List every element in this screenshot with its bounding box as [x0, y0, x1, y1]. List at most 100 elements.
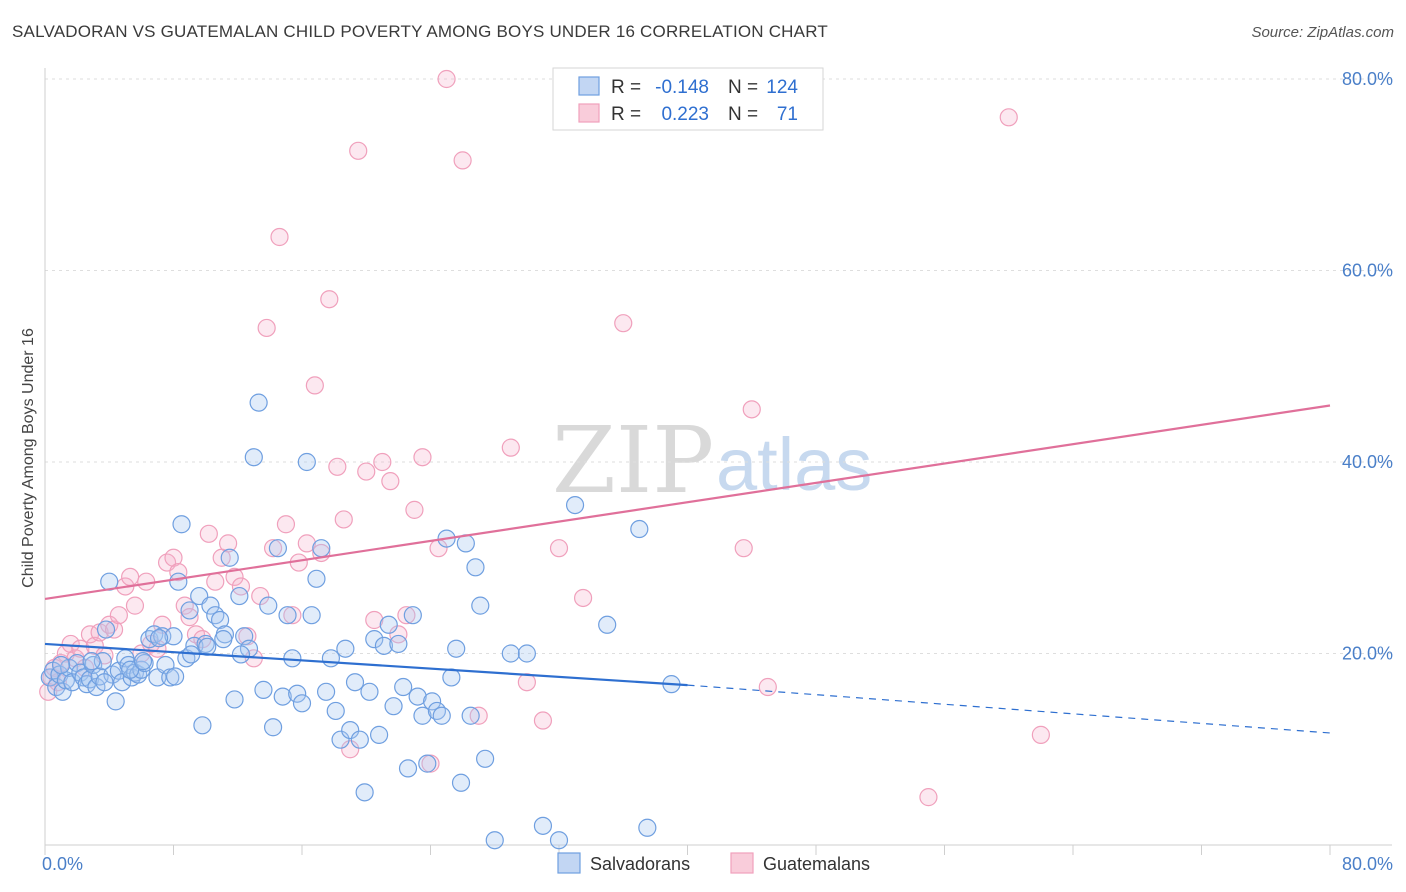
salvadoran-point: [316, 682, 336, 701]
salvadoran-point: [565, 495, 585, 515]
salvadorans-points: [40, 393, 681, 850]
guatemalan-point: [328, 457, 347, 476]
salvadoran-point: [149, 629, 169, 648]
salvadoran-point: [106, 692, 125, 711]
guatemalan-point: [109, 606, 128, 625]
guatemalan-point: [501, 438, 520, 457]
salvadoran-point: [638, 818, 657, 837]
salvadoran-point: [95, 673, 114, 692]
guatemalan-point: [413, 448, 432, 467]
salvadoran-point: [461, 706, 480, 725]
guatemalan-point: [206, 572, 225, 591]
chart-title: SALVADORAN VS GUATEMALAN CHILD POVERTY A…: [12, 22, 828, 41]
salvadoran-point: [384, 697, 403, 716]
gridlines: [45, 78, 1392, 654]
legend-r-value-1: -0.148: [655, 77, 709, 98]
guatemalan-point: [397, 606, 416, 625]
salvadoran-point: [180, 601, 199, 620]
salvadoran-point: [476, 749, 495, 768]
guatemalan-point: [357, 462, 376, 481]
salvadoran-point: [196, 634, 215, 654]
guatemalan-point: [437, 69, 456, 89]
salvadoran-point: [360, 682, 379, 701]
salvadoran-point: [451, 773, 471, 792]
guatemalan-point: [389, 625, 408, 644]
guatemalan-point: [381, 472, 400, 491]
salvadoran-point: [398, 759, 418, 778]
guatemalan-point: [734, 539, 753, 558]
salvadoran-point: [220, 548, 239, 567]
series-label-guatemalans: Guatemalans: [763, 854, 870, 874]
guatemalan-point: [549, 539, 569, 558]
axes: [44, 68, 1392, 855]
salvadoran-point: [442, 668, 461, 687]
series-swatch-guatemalans: [730, 852, 754, 874]
salvadoran-point: [374, 636, 394, 655]
guatemalan-point: [334, 510, 353, 529]
guatemalan-point: [199, 524, 218, 543]
legend-r-label-2: R =: [611, 104, 641, 125]
salvadoran-point: [172, 515, 191, 534]
salvadoran-point: [278, 606, 297, 625]
salvadoran-point: [345, 673, 365, 692]
legend-n-value-2: 71: [777, 104, 798, 125]
guatemalan-point: [742, 400, 761, 419]
salvadoran-point: [466, 558, 485, 577]
series-swatch-salvadorans: [557, 852, 581, 874]
guatemalan-point: [270, 227, 289, 247]
legend-swatch-pink: [578, 103, 600, 123]
guatemalan-point: [180, 608, 199, 627]
salvadoran-point: [549, 831, 569, 850]
salvadoran-point: [302, 606, 321, 625]
guatemalan-point: [349, 141, 368, 160]
guatemalan-point: [71, 639, 90, 658]
salvadoran-point: [331, 730, 350, 749]
salvadoran-point: [121, 660, 140, 679]
guatemalan-point: [257, 318, 276, 338]
salvadoran-point: [231, 645, 251, 664]
guatemalan-point: [169, 563, 188, 582]
guatemalan-point: [320, 290, 339, 309]
salvadoran-point: [283, 649, 302, 668]
salvadoran-point: [598, 615, 617, 634]
source-label: Source: ZipAtlas.com: [1251, 24, 1394, 41]
salvadoran-point: [394, 677, 413, 697]
salvadoran-point: [389, 634, 408, 654]
salvadoran-point: [350, 730, 369, 749]
salvadoran-point: [273, 687, 292, 706]
salvadoran-point: [268, 539, 288, 558]
salvadoran-point: [263, 718, 283, 737]
guatemalan-point: [164, 548, 183, 567]
salvadoran-point: [164, 627, 183, 646]
legend-n-label-2: N =: [728, 104, 758, 125]
salvadoran-point: [225, 690, 244, 709]
salvadoran-point: [96, 620, 116, 639]
salvadoran-point: [630, 519, 649, 539]
guatemalans-points: [39, 69, 1050, 807]
salvadoran-point: [408, 687, 427, 706]
salvadoran-point: [312, 539, 331, 558]
guatemalan-point: [341, 740, 360, 759]
guatemalan-point: [263, 539, 283, 558]
salvadoran-point: [214, 630, 233, 649]
salvadoran-point: [198, 637, 217, 656]
salvadoran-point: [53, 682, 72, 701]
salvadoran-point: [288, 684, 307, 703]
salvadoran-point: [418, 754, 437, 773]
legend-r-label-1: R =: [611, 77, 641, 98]
guatemalan-point: [453, 151, 472, 170]
guatemalan-point: [373, 452, 392, 472]
salvadoran-point: [326, 701, 345, 721]
guatemalan-point: [1031, 725, 1050, 744]
legend-swatch-blue: [578, 76, 600, 96]
salvadoran-point: [292, 694, 312, 713]
watermark-zip: ZIP: [552, 407, 714, 514]
guatemalan-point: [573, 588, 593, 608]
guatemalan-point: [121, 567, 140, 587]
guatemalan-point: [405, 500, 424, 519]
salvadoran-point: [133, 652, 153, 671]
y-tick-label: 60.0%: [1342, 261, 1393, 281]
salvadoran-point: [432, 706, 451, 725]
guatemalan-point: [758, 677, 777, 697]
guatemalan-point: [297, 534, 316, 553]
